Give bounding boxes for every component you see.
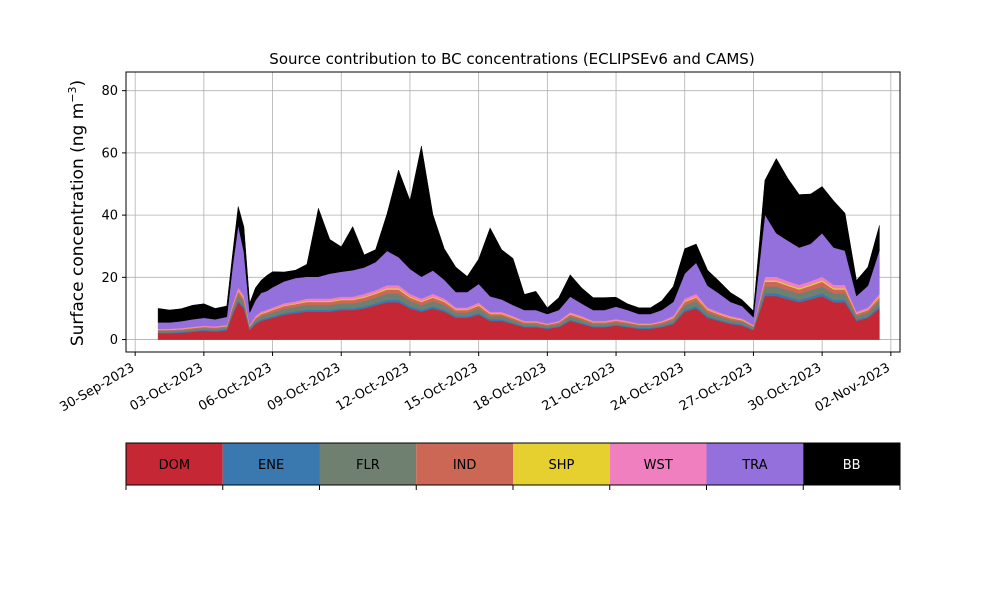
x-tick-label: 02-Nov-2023 xyxy=(813,360,893,415)
legend-swatch-flr xyxy=(319,443,417,485)
x-tick-label: 18-Oct-2023 xyxy=(471,360,549,414)
legend-swatch-ind xyxy=(416,443,513,485)
y-tick-label: 60 xyxy=(101,146,118,161)
x-tick-label: 21-Oct-2023 xyxy=(540,360,618,414)
legend-swatch-shp xyxy=(513,443,610,485)
x-tick-label: 12-Oct-2023 xyxy=(334,360,412,414)
legend-label-ind: IND xyxy=(453,458,477,473)
y-axis-label-main: Surface concentration (ng m xyxy=(68,103,88,346)
legend-label-wst: WST xyxy=(644,458,673,473)
x-tick-label: 30-Oct-2023 xyxy=(746,360,824,414)
area-bb xyxy=(157,145,880,323)
legend-swatch-wst xyxy=(609,443,707,485)
x-tick-label: 27-Oct-2023 xyxy=(677,360,755,414)
legend-swatch-bb xyxy=(803,443,900,485)
x-tick-label: 09-Oct-2023 xyxy=(265,360,343,414)
legend-label-bb: BB xyxy=(843,458,861,473)
legend-label-shp: SHP xyxy=(548,458,574,473)
x-tick-label: 24-Oct-2023 xyxy=(608,360,686,414)
legend: DOM ENE FLR IND SHP WST TRA BB xyxy=(125,442,901,490)
y-axis-label-suffix: ) xyxy=(68,80,88,87)
x-tick-label: 15-Oct-2023 xyxy=(402,360,480,414)
chart-title: Source contribution to BC concentrations… xyxy=(269,50,754,68)
x-tick-label: 30-Sep-2023 xyxy=(57,360,137,415)
plot-area: 0 20 40 60 80 30-Sep-202303-Oct-202306-Oct-20… xyxy=(57,71,901,415)
y-axis-label: Surface concentration (ng m−3) xyxy=(66,80,88,346)
legend-label-dom: DOM xyxy=(159,458,190,473)
y-tick-label: 80 xyxy=(101,84,118,99)
x-tick-label: 06-Oct-2023 xyxy=(196,360,274,414)
x-tick-label: 03-Oct-2023 xyxy=(127,360,205,414)
legend-swatch-dom xyxy=(126,443,223,485)
legend-swatch-tra xyxy=(706,443,804,485)
legend-label-tra: TRA xyxy=(741,458,767,473)
legend-label-ene: ENE xyxy=(258,458,284,473)
axes-frame xyxy=(125,71,901,353)
legend-label-flr: FLR xyxy=(356,458,380,473)
legend-swatch-ene xyxy=(222,443,320,485)
y-tick-label: 20 xyxy=(101,271,118,286)
y-tick-label: 0 xyxy=(110,333,118,348)
y-axis-label-unit: −3 xyxy=(66,86,79,102)
y-tick-label: 40 xyxy=(101,209,118,224)
